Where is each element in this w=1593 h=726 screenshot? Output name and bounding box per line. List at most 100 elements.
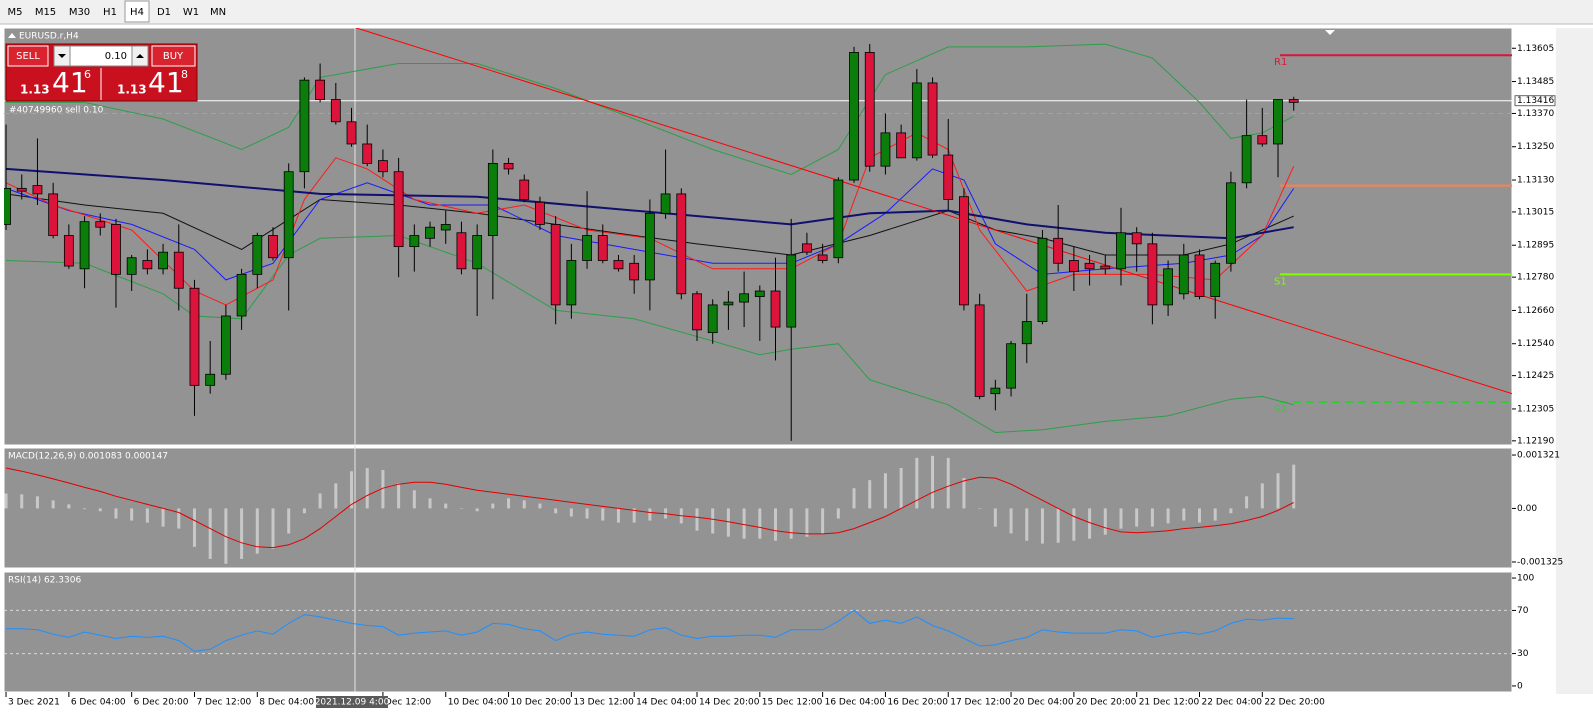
macd-plot	[4, 455, 1296, 564]
timeframe-label[interactable]: W1	[183, 7, 199, 18]
sell-label[interactable]: SELL	[16, 51, 40, 62]
macd-bar	[711, 508, 715, 534]
macd-bar	[161, 508, 165, 527]
timeframe-button[interactable]	[179, 1, 203, 22]
macd-bar	[334, 483, 338, 509]
macd-bar	[978, 508, 982, 509]
macd-bar	[130, 508, 134, 521]
macd-bar	[1056, 508, 1060, 543]
macd-bar	[868, 480, 872, 509]
candle-body	[393, 171, 404, 248]
candle-body	[1147, 243, 1158, 306]
rsi-line	[6, 609, 1294, 652]
macd-bar	[1072, 508, 1076, 541]
timeframe-button[interactable]	[30, 1, 61, 22]
y-tick-label: 1.12780	[1517, 273, 1554, 283]
candle-body	[503, 162, 514, 170]
macd-bar	[428, 498, 432, 509]
buy-button[interactable]	[151, 45, 196, 67]
timeframe-label[interactable]: M15	[35, 7, 56, 18]
candle-body	[519, 179, 530, 200]
candle-body	[943, 154, 954, 200]
indicator-line	[6, 43, 1294, 176]
macd-bar	[1292, 464, 1296, 509]
candle-body	[173, 251, 184, 289]
candle-body	[739, 293, 750, 303]
candle-body	[911, 82, 922, 159]
timeframe-button[interactable]	[124, 0, 150, 23]
macd-bar	[67, 504, 71, 509]
x-tick-label: 16 Dec 04:00	[825, 698, 886, 708]
buy-label[interactable]: BUY	[163, 51, 184, 62]
candle-body	[644, 212, 655, 281]
macd-bar	[1229, 508, 1233, 514]
signal-line	[5, 467, 1294, 549]
ask-prefix: 1.13	[117, 83, 147, 97]
macd-bar	[726, 508, 730, 537]
timeframe-label[interactable]: D1	[157, 7, 171, 18]
candle-body	[252, 235, 263, 275]
down-arrow	[58, 54, 66, 58]
macd-bar	[601, 508, 605, 521]
macd-bar	[1166, 508, 1170, 524]
x-tick-label: 13 Dec 12:00	[573, 698, 634, 708]
macd-bar	[365, 468, 369, 509]
rsi-panel	[3, 571, 1513, 693]
candle-body	[629, 262, 640, 281]
candle-body	[1163, 268, 1173, 306]
timeframe-button[interactable]	[64, 1, 95, 22]
macd-bar	[1103, 508, 1107, 535]
candle-body	[1116, 232, 1126, 270]
macd-bar	[1245, 496, 1249, 509]
candle-body	[158, 251, 168, 270]
macd-bar	[459, 508, 463, 509]
timeframe-label[interactable]: M30	[69, 7, 90, 18]
timeframe-button[interactable]	[98, 1, 122, 22]
volume-value[interactable]: 0.10	[105, 51, 127, 62]
candle-body	[362, 143, 373, 164]
candle-body	[487, 162, 498, 236]
timeframe-label[interactable]: MN	[210, 7, 226, 18]
pivot-label: S2	[1274, 404, 1287, 415]
macd-bar	[585, 508, 589, 519]
y-tick-label: 1.12895	[1517, 241, 1554, 251]
timeframe-label[interactable]: H1	[103, 7, 117, 18]
x-tick-label: 16 Dec 20:00	[887, 698, 948, 708]
timeframe-button[interactable]	[3, 1, 27, 22]
candle-body	[79, 221, 90, 270]
y-tick-label: -0.001325	[1517, 557, 1563, 567]
x-tick-label: 21 Dec 12:00	[1139, 698, 1200, 708]
candle-body	[660, 193, 671, 214]
candle-body	[16, 187, 27, 192]
indicator-line	[5, 167, 1294, 240]
candle-body	[707, 304, 718, 334]
macd-bar	[648, 508, 652, 521]
timeframe-label[interactable]: M5	[8, 7, 23, 18]
y-tick-label: 1.13485	[1517, 77, 1554, 87]
x-tick-label: 6 Dec 04:00	[71, 698, 126, 708]
macd-bar	[1260, 483, 1264, 509]
candle-body	[566, 260, 577, 306]
pivot-label: R1	[1274, 57, 1287, 68]
y-tick-label: 1.13605	[1517, 44, 1554, 54]
timeframe-label[interactable]: H4	[130, 7, 144, 18]
macd-bar	[836, 508, 840, 519]
macd-bar	[554, 508, 558, 514]
candle-body	[1210, 262, 1221, 297]
cursor-time-box	[316, 696, 388, 708]
sell-button[interactable]	[7, 45, 49, 67]
y-tick-label: 1.13130	[1517, 176, 1554, 186]
candle-body	[959, 196, 969, 306]
timeframe-button[interactable]	[206, 1, 230, 22]
macd-bar	[993, 508, 997, 527]
candle-body	[409, 235, 420, 248]
x-tick-label: 8 Dec 04:00	[259, 698, 314, 708]
x-tick-label: 15 Dec 12:00	[762, 698, 823, 708]
candle-body	[692, 293, 702, 331]
macd-bar	[192, 508, 196, 547]
timeframe-button[interactable]	[152, 1, 176, 22]
candle-body	[4, 187, 11, 225]
macd-bar	[899, 468, 903, 509]
candle-body	[283, 171, 294, 259]
macd-bar	[491, 503, 495, 509]
